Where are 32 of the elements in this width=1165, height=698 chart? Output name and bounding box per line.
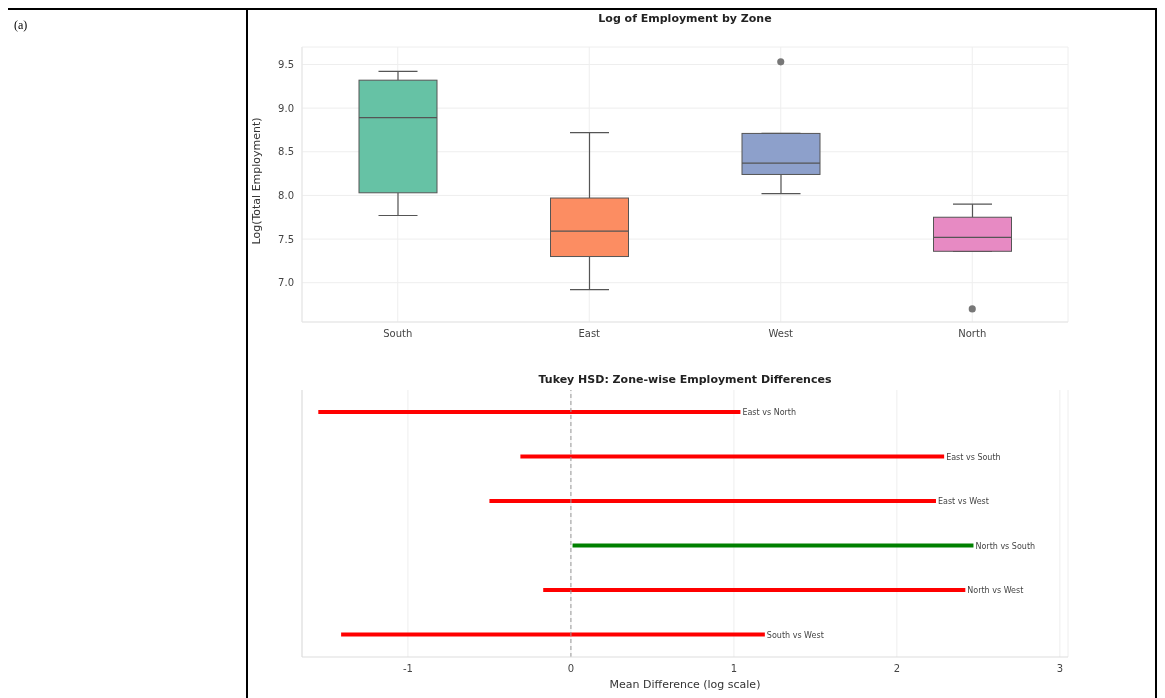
x-tick-label: North <box>958 328 987 340</box>
x-tick-label: West <box>768 328 794 340</box>
annotation: East vs South <box>946 452 1001 462</box>
bar <box>341 632 765 637</box>
text: (a) <box>14 18 28 33</box>
y-axis-title: Log(Total Employment) <box>249 117 263 245</box>
x-axis-title: Mean Difference (log scale) <box>609 678 761 691</box>
chart-title: Log of Employment by Zone <box>597 12 773 25</box>
y-tick-label: 7.0 <box>278 277 294 289</box>
y-tick-label: 9.0 <box>278 102 294 114</box>
annotation: East vs West <box>937 497 989 507</box>
annotation: South vs West <box>766 630 824 640</box>
x-tick-label: 1 <box>730 663 738 675</box>
y-tick-label: 9.5 <box>278 59 294 71</box>
y-tick-label: 8.5 <box>278 146 294 158</box>
x-tick-label: East <box>578 328 601 340</box>
annotation: North vs South <box>975 541 1036 551</box>
annotation: East vs North <box>742 408 797 418</box>
x-tick-label: 2 <box>893 663 901 675</box>
bar <box>543 588 966 592</box>
bar <box>318 410 741 414</box>
chart-title: Tukey HSD: Zone-wise Employment Differences <box>537 373 833 386</box>
y-tick-label: 7.5 <box>278 233 294 245</box>
bar <box>572 543 974 548</box>
x-tick-label: 3 <box>1056 663 1064 675</box>
bar <box>520 454 945 459</box>
bar <box>489 499 936 503</box>
x-tick-label: 0 <box>567 663 575 675</box>
x-tick-label: -1 <box>402 663 413 675</box>
annotation: North vs West <box>967 586 1024 596</box>
y-tick-label: 8.0 <box>278 189 294 201</box>
x-tick-label: South <box>383 328 413 340</box>
